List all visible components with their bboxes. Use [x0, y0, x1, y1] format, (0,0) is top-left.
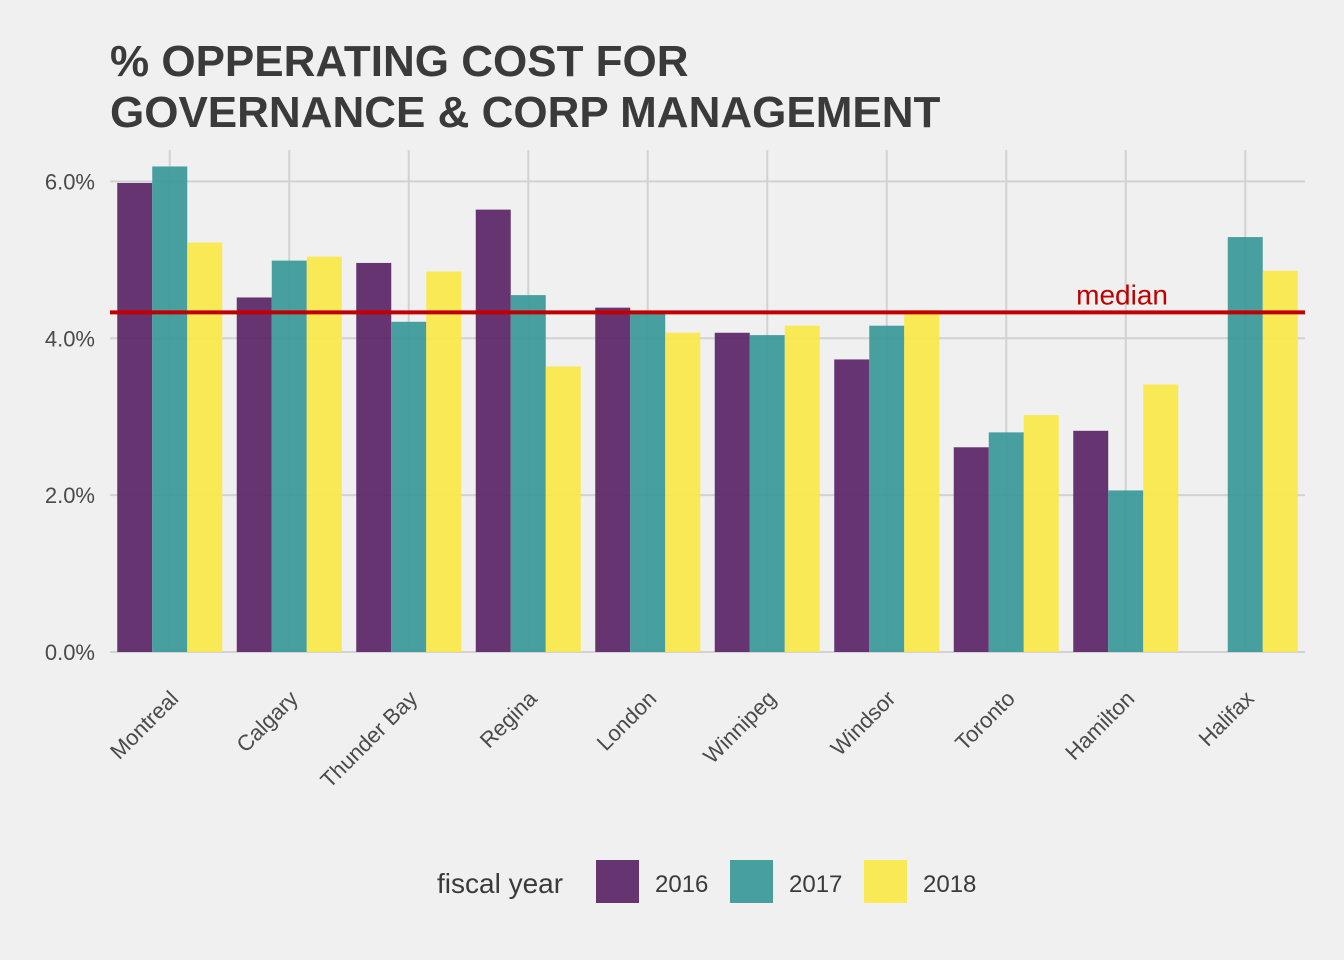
- x-tick-label: Montreal: [105, 686, 183, 764]
- bar-2017-hamilton: [1108, 490, 1144, 652]
- legend-key-2017: [730, 860, 773, 903]
- x-tick-label: Toronto: [950, 686, 1020, 756]
- bar-2017-london: [630, 312, 666, 652]
- bar-2018-regina: [545, 366, 581, 652]
- legend-label-2016: 2016: [655, 871, 708, 898]
- bar-2018-hamilton: [1143, 384, 1179, 652]
- x-tick-label: Hamilton: [1060, 686, 1139, 765]
- y-tick-label: 0.0%: [45, 640, 95, 665]
- bar-2018-winnipeg: [784, 325, 820, 652]
- chart-title-line-2: GOVERNANCE & CORP MANAGEMENT: [110, 88, 940, 137]
- bar-2018-toronto: [1023, 415, 1059, 652]
- y-tick-label: 2.0%: [45, 483, 95, 508]
- x-tick-label: Regina: [475, 685, 543, 753]
- bar-2016-windsor: [834, 359, 870, 652]
- bar-2018-thunder-bay: [426, 271, 462, 652]
- legend-label-2018: 2018: [923, 871, 976, 898]
- bar-2016-london: [595, 307, 631, 652]
- chart-title-line-1: % OPPERATING COST FOR: [110, 37, 689, 86]
- x-tick-label: Winnipeg: [698, 686, 781, 769]
- legend: fiscal year 2016 2017 2018: [437, 860, 976, 903]
- median-layer: median: [110, 279, 1305, 315]
- bar-2017-windsor: [869, 325, 905, 652]
- x-tick-label: Thunder Bay: [316, 686, 423, 793]
- bar-2018-montreal: [187, 242, 223, 652]
- bar-2018-halifax: [1262, 270, 1298, 652]
- bar-2016-montreal: [117, 182, 153, 652]
- x-tick-label: London: [592, 686, 662, 756]
- bar-2017-regina: [510, 295, 546, 652]
- x-axis: Montreal Calgary Thunder Bay Regina London Wi…: [105, 685, 1259, 792]
- bar-2017-toronto: [988, 432, 1024, 652]
- legend-key-2016: [596, 860, 639, 903]
- bar-2016-calgary: [236, 297, 272, 652]
- bar-2017-montreal: [152, 166, 188, 653]
- legend-label-2017: 2017: [789, 871, 842, 898]
- bar-2017-winnipeg: [749, 335, 785, 652]
- bar-2016-winnipeg: [714, 332, 750, 652]
- x-tick-label: Windsor: [826, 686, 901, 761]
- y-axis: 0.0% 2.0% 4.0% 6.0%: [45, 169, 95, 665]
- chart-title: % OPPERATING COST FOR GOVERNANCE & CORP …: [110, 37, 940, 137]
- legend-title: fiscal year: [437, 868, 563, 899]
- bar-2018-windsor: [904, 310, 940, 652]
- x-tick-label: Halifax: [1194, 686, 1259, 751]
- bar-2018-london: [665, 332, 701, 652]
- median-label: median: [1076, 279, 1168, 310]
- x-tick-label: Calgary: [232, 686, 303, 757]
- bar-2016-hamilton: [1073, 430, 1109, 652]
- bar-2017-thunder-bay: [391, 321, 427, 652]
- bar-2016-regina: [475, 209, 511, 653]
- bar-2017-halifax: [1227, 237, 1263, 653]
- legend-key-2018: [864, 860, 907, 903]
- bars-layer: [117, 166, 1298, 653]
- bar-2016-toronto: [953, 447, 989, 652]
- y-tick-label: 6.0%: [45, 169, 95, 194]
- bar-2016-thunder-bay: [356, 262, 392, 652]
- bar-2017-calgary: [271, 260, 307, 652]
- y-tick-label: 4.0%: [45, 326, 95, 351]
- bar-2018-calgary: [306, 256, 342, 652]
